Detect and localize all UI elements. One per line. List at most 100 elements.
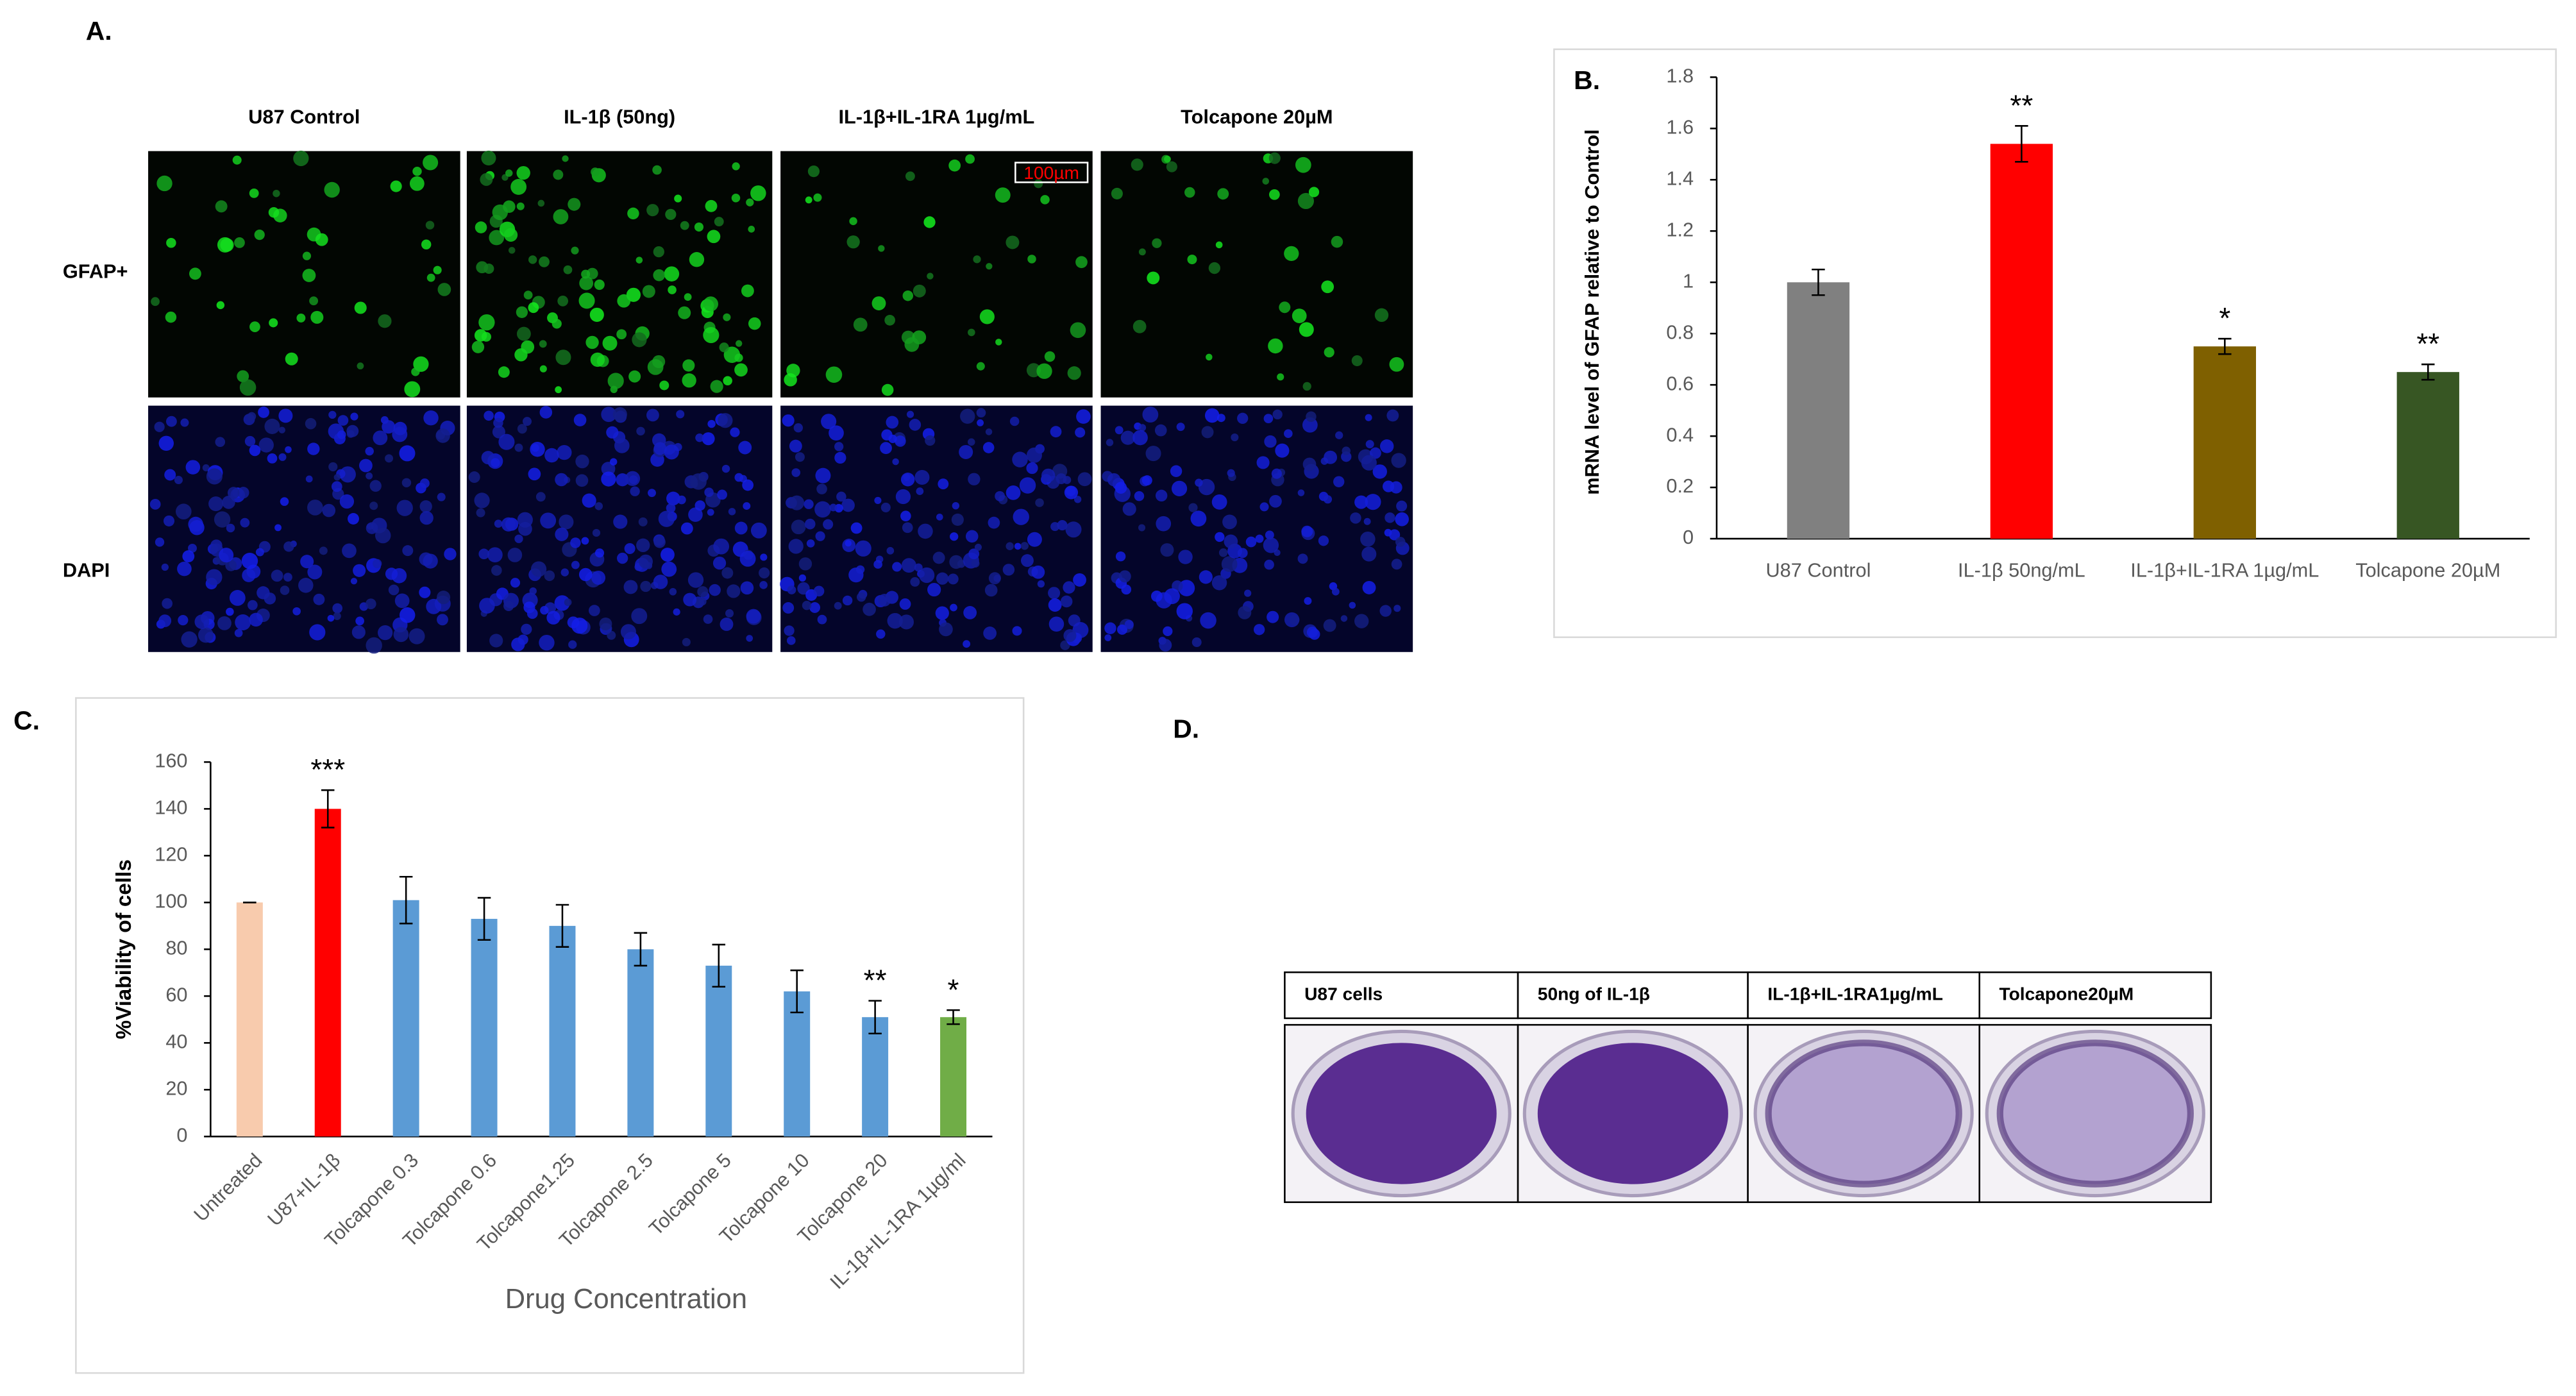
cell <box>189 267 201 280</box>
significance-label: ** <box>2416 327 2439 360</box>
cell <box>690 473 707 490</box>
cell <box>939 622 953 637</box>
cell <box>936 514 943 521</box>
cell <box>274 524 282 532</box>
cell <box>292 607 301 616</box>
cell <box>254 229 265 240</box>
cell <box>225 559 237 571</box>
bar <box>392 900 419 1137</box>
cell <box>555 349 571 366</box>
cell <box>553 209 569 224</box>
cell <box>707 419 716 428</box>
cell <box>876 629 886 639</box>
cell <box>798 574 807 582</box>
cell <box>508 247 516 254</box>
error-bar <box>1812 268 1825 296</box>
cell <box>606 426 619 439</box>
cell <box>1360 531 1376 547</box>
cell <box>636 256 643 264</box>
y-axis-label: mRNA level of GFAP relative to Control <box>1581 130 1603 495</box>
cell <box>985 428 993 435</box>
cell <box>683 593 697 607</box>
cell <box>995 491 1006 501</box>
cell <box>581 269 591 279</box>
cell <box>1331 235 1343 248</box>
cell <box>1048 587 1061 600</box>
dish-stain <box>1306 1043 1497 1184</box>
cell <box>1132 319 1147 333</box>
cell <box>518 521 532 536</box>
y-tick-label: 0 <box>1683 526 1694 548</box>
cell <box>578 568 593 582</box>
cell <box>710 380 723 393</box>
cell <box>594 279 605 290</box>
cell <box>995 339 1002 346</box>
cell <box>1138 424 1147 432</box>
cell <box>638 554 653 569</box>
cell <box>735 340 743 347</box>
cell <box>1351 355 1363 367</box>
cell <box>1050 426 1062 438</box>
cell <box>948 159 961 172</box>
table-cell <box>1284 971 1519 1020</box>
cell <box>523 417 532 426</box>
cell <box>1388 529 1401 541</box>
cell <box>1318 535 1329 546</box>
cell <box>892 562 902 572</box>
cell <box>932 551 945 564</box>
cell <box>1064 485 1079 500</box>
cell <box>235 614 251 631</box>
cell <box>1199 570 1213 584</box>
cell <box>528 255 537 264</box>
cell <box>385 568 398 580</box>
cell <box>741 284 754 298</box>
y-tick-label: 1.2 <box>1666 218 1694 240</box>
cell <box>759 581 768 589</box>
cell <box>1256 456 1270 469</box>
cell <box>1333 476 1345 487</box>
cell <box>562 155 569 162</box>
cell <box>182 550 195 562</box>
cell <box>1150 590 1163 602</box>
cell <box>617 294 631 308</box>
cell <box>694 222 704 232</box>
cell <box>1244 589 1252 597</box>
cell <box>1076 409 1091 424</box>
cell <box>1391 453 1406 468</box>
cell <box>653 575 668 589</box>
cell <box>631 608 648 625</box>
cell <box>514 534 523 543</box>
cell <box>900 510 911 522</box>
cell <box>784 373 797 387</box>
cell <box>1188 503 1198 512</box>
cell <box>571 560 580 569</box>
bar <box>2193 346 2256 539</box>
cell <box>902 522 913 534</box>
cell <box>971 559 980 568</box>
cell <box>648 489 656 498</box>
cell <box>1009 416 1020 426</box>
cell <box>1267 610 1279 623</box>
cell <box>544 570 555 582</box>
error-bar <box>2218 337 2232 355</box>
cell <box>1289 614 1300 625</box>
table-label: 50ng of IL-1β <box>1538 984 1650 1004</box>
cell <box>516 202 525 210</box>
cell <box>365 446 374 456</box>
cell <box>234 237 245 248</box>
panel-label: C. <box>13 706 40 736</box>
cell <box>607 373 624 389</box>
cell <box>1271 468 1282 479</box>
cell <box>555 473 568 487</box>
cell <box>1255 534 1264 543</box>
cell <box>421 239 432 249</box>
cell <box>1324 450 1338 464</box>
cell <box>426 598 442 614</box>
cell <box>521 623 532 635</box>
cell <box>887 612 903 629</box>
cell <box>1115 551 1126 562</box>
cell <box>909 419 922 431</box>
cell <box>568 198 581 211</box>
cell <box>305 417 317 430</box>
cell <box>904 337 920 352</box>
